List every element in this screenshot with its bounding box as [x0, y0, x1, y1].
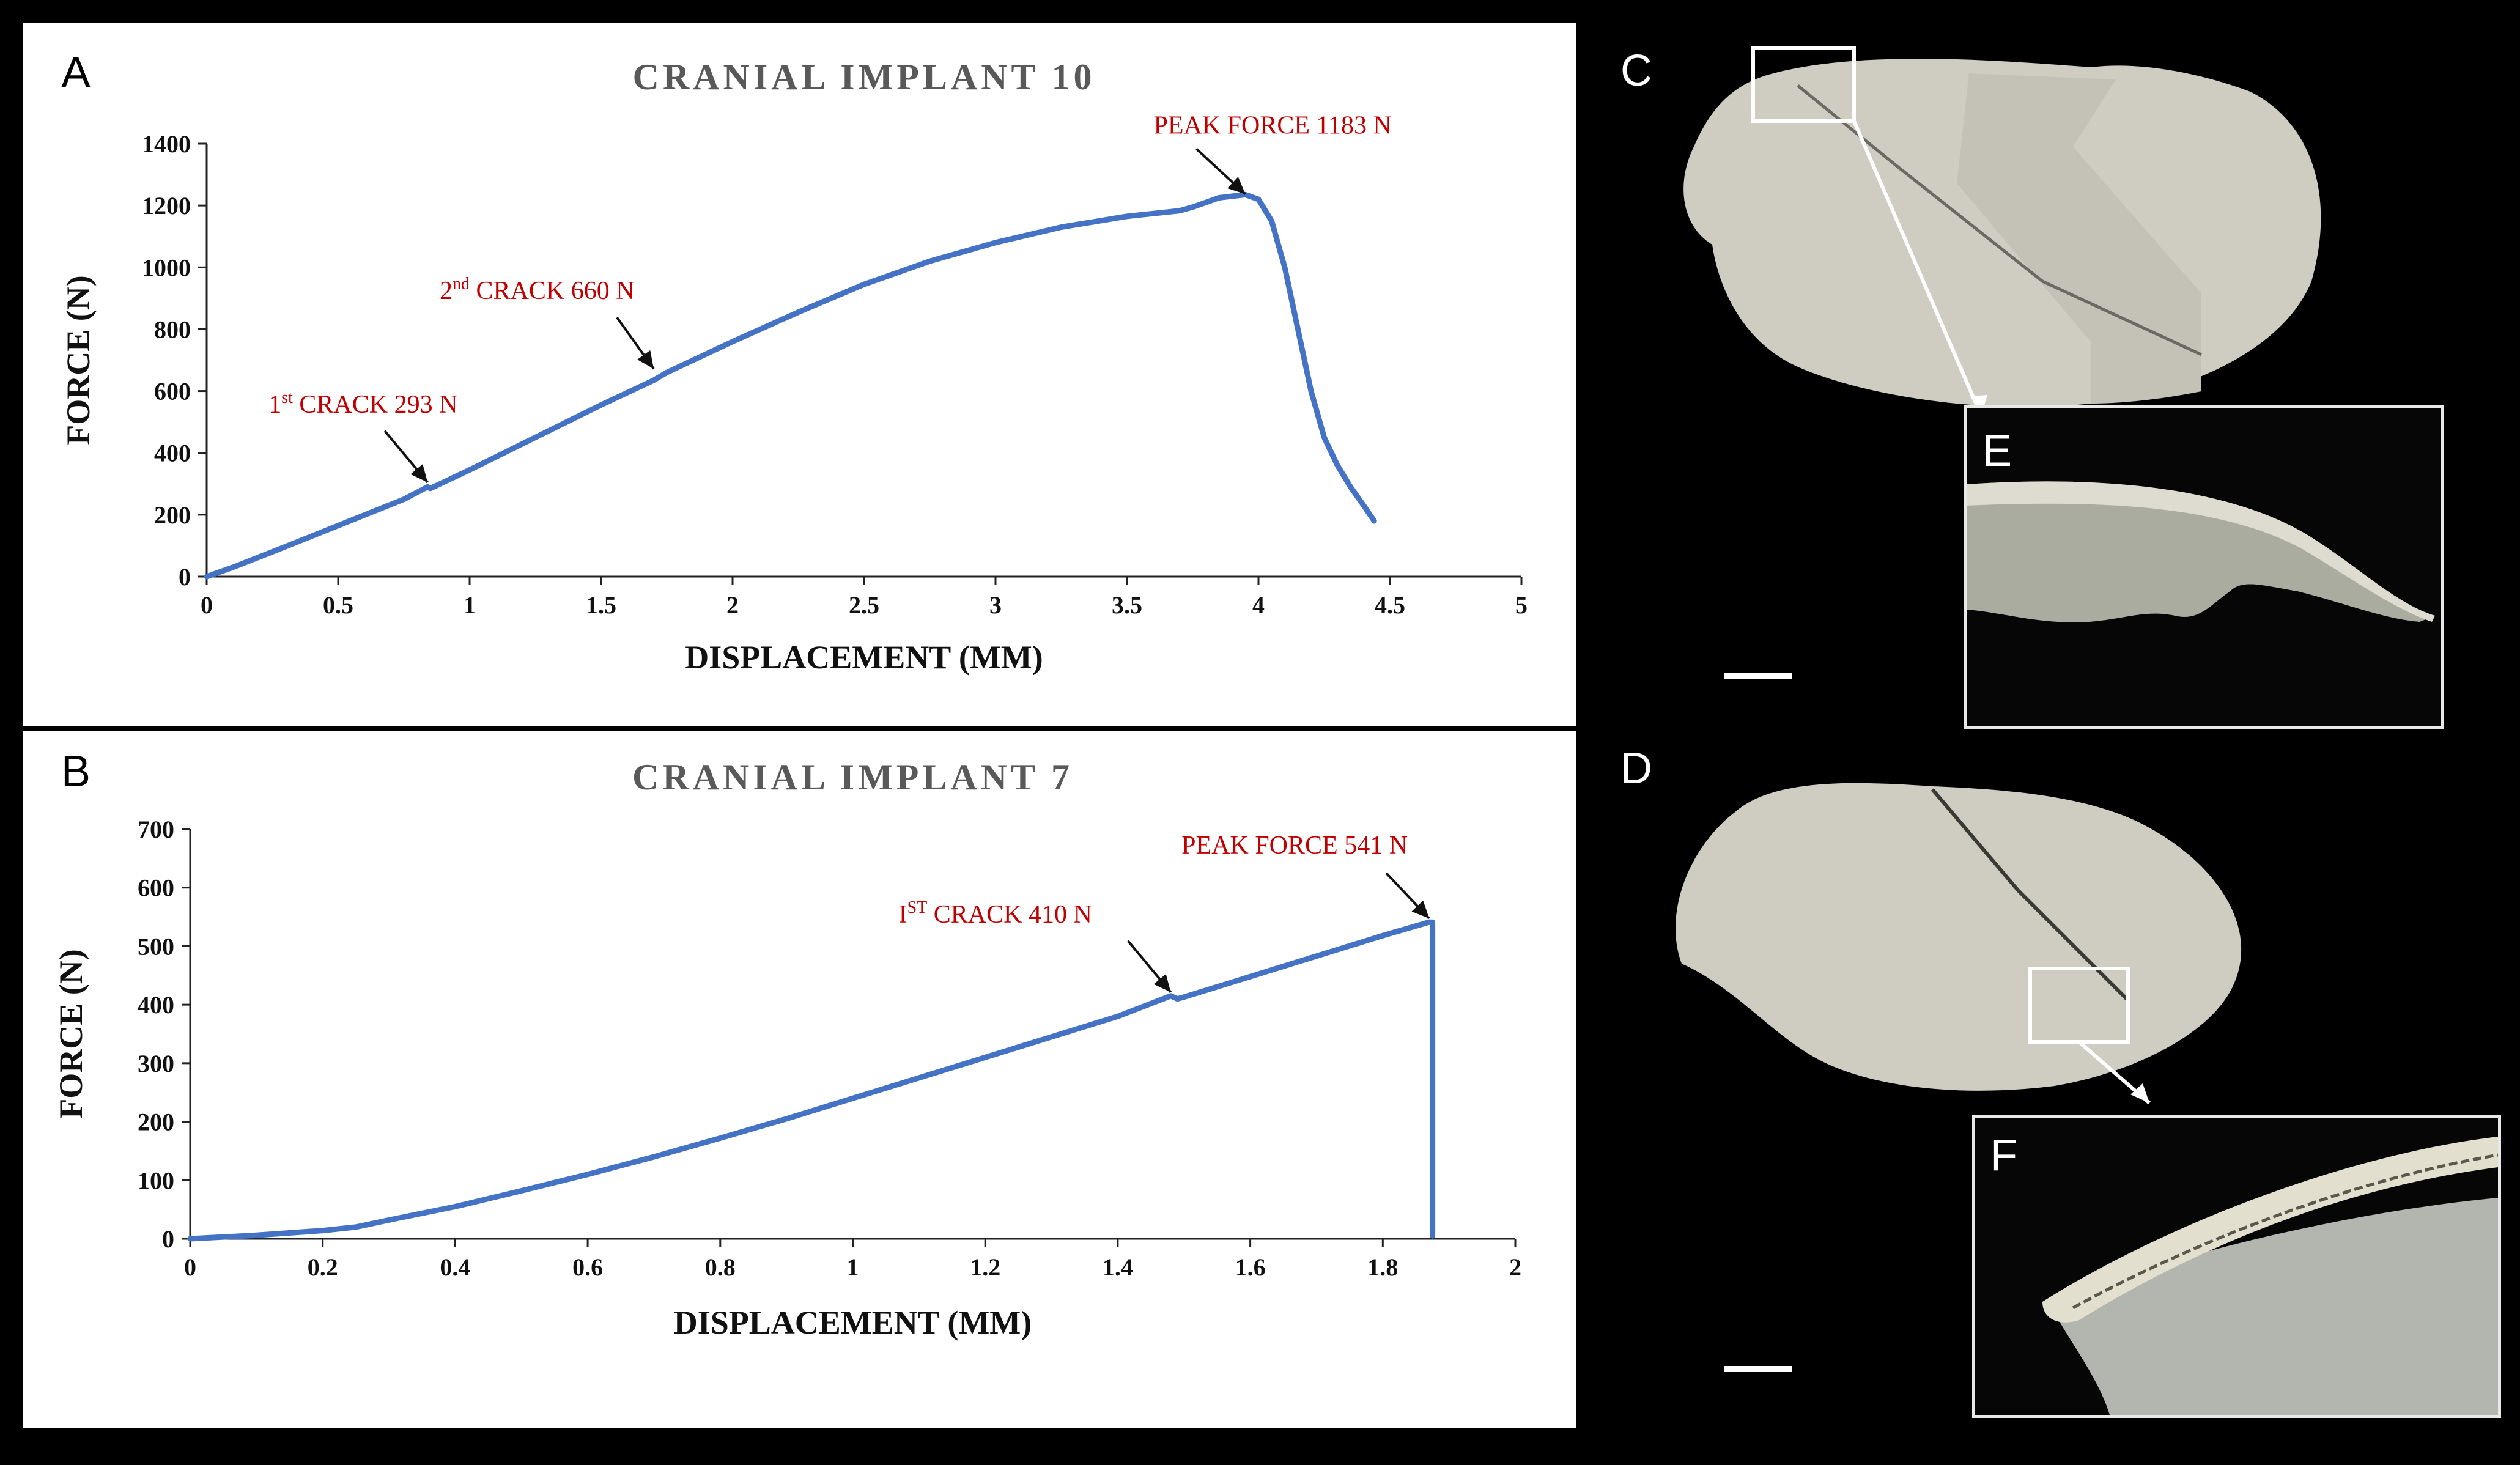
annotation-label-sup: st [281, 388, 293, 407]
layer-seam-f [2072, 1153, 2498, 1310]
x-tick-label: 2 [1509, 1253, 1521, 1281]
annotation-arrowhead [1411, 900, 1430, 919]
photo-panel-c: C E [1590, 24, 2507, 729]
chart-title: CRANIAL IMPLANT 7 [632, 757, 1073, 797]
edge-closeup-f [2042, 1137, 2498, 1415]
annotation-label: PEAK FORCE 1183 N [1154, 112, 1392, 140]
y-axis-label: FORCE (N) [60, 275, 97, 445]
inset-panel-f: F [1972, 1115, 2501, 1418]
annotation-label-main: 2 [440, 277, 453, 305]
scale-bar-d [1724, 1366, 1792, 1372]
annotation-label-main: PEAK FORCE 541 N [1181, 832, 1408, 860]
annotation-label-sup: ST [907, 898, 928, 917]
x-tick-label: 3.5 [1112, 591, 1142, 619]
x-tick-label: 2.5 [849, 591, 879, 619]
x-tick-label: 1.8 [1367, 1253, 1398, 1281]
annotation-label: IST CRACK 410 N [899, 898, 1092, 929]
y-tick-label: 100 [138, 1167, 174, 1194]
chart-b: CRANIAL IMPLANT 7 0 100 200 300 400 500 600 700 0… [53, 757, 1521, 1341]
y-tick-label: 400 [138, 991, 174, 1019]
series-line [187, 919, 1436, 1242]
x-tick-label: 1.4 [1103, 1253, 1133, 1281]
y-tick-label: 300 [138, 1050, 174, 1077]
implant-body-f [2049, 1198, 2498, 1415]
y-tick-label: 200 [138, 1109, 174, 1136]
x-tick-label: 1.6 [1235, 1253, 1266, 1281]
implant-layer-e [1967, 481, 2435, 622]
x-axis-label: DISPLACEMENT (MM) [685, 639, 1043, 676]
x-tick-label: 3 [989, 591, 1002, 619]
photo-panel-d: D F [1590, 731, 2507, 1428]
y-tick-label: 1400 [142, 130, 191, 158]
annotation-label-main: 1 [268, 391, 281, 419]
edge-closeup-e [1967, 481, 2435, 622]
implant-edge-e [1967, 481, 2435, 622]
chart-panel-b: B CRANIAL IMPLANT 7 0 100 200 300 400 500 600 70… [23, 731, 1576, 1428]
x-tick-label: 0.5 [323, 591, 353, 619]
pointer-arrowhead-d [2130, 1083, 2149, 1103]
x-tick-label: 0.8 [705, 1253, 736, 1281]
scale-bar-c [1724, 673, 1792, 679]
y-tick-label: 600 [154, 378, 191, 405]
fracture-line-c [1797, 84, 2203, 356]
annotation-label-text: CRACK 410 N [927, 901, 1092, 929]
series-line [204, 191, 1377, 580]
y-tick-label: 0 [179, 563, 191, 591]
panel-label-e: E [1982, 427, 2012, 476]
annotation-label: PEAK FORCE 541 N [1181, 832, 1408, 860]
x-tick-label: 4.5 [1375, 591, 1405, 619]
panel-label-c: C [1620, 46, 1652, 95]
fracture-line-d [1931, 788, 2130, 1002]
implant-photo-d [1676, 783, 2242, 1372]
y-tick-label: 200 [154, 501, 191, 529]
x-tick-label: 1.2 [970, 1253, 1000, 1281]
annotation-label-main: PEAK FORCE 1183 N [1154, 112, 1392, 140]
chart-panel-a: A CRANIAL IMPLANT 10 0 200 400 600 800 1000 120… [23, 23, 1576, 726]
implant-layer-f [2042, 1137, 2498, 1323]
x-axis-label: DISPLACEMENT (MM) [674, 1304, 1032, 1341]
x-tick-label: 0 [184, 1253, 196, 1281]
annotation-label-text: CRACK 660 N [470, 277, 635, 305]
annotation-label-main: I [899, 901, 907, 929]
panel-label-a: A [61, 48, 91, 97]
y-tick-label: 1000 [142, 254, 191, 281]
annotation-arrowhead [1153, 973, 1171, 992]
y-tick-label: 1200 [142, 192, 191, 220]
inset-panel-e: E [1964, 405, 2444, 729]
annotation-label: 1st CRACK 293 N [268, 388, 457, 419]
implant-photo-c [1683, 46, 2321, 679]
selection-box-c [1751, 46, 1856, 123]
panel-label-d: D [1620, 744, 1652, 793]
x-tick-label: 0.4 [440, 1253, 470, 1281]
x-tick-label: 4 [1252, 591, 1265, 619]
y-tick-label: 0 [162, 1225, 174, 1253]
chart-title: CRANIAL IMPLANT 10 [633, 57, 1096, 97]
panel-label-f: F [1990, 1131, 2017, 1180]
x-tick-label: 0 [201, 591, 213, 619]
panel-label-b: B [61, 747, 91, 796]
y-tick-label: 500 [138, 932, 174, 960]
y-tick-label: 400 [154, 440, 191, 467]
x-tick-label: 1.5 [586, 591, 616, 619]
x-tick-label: 0.2 [308, 1253, 338, 1281]
x-tick-label: 5 [1515, 591, 1528, 619]
chart-a: CRANIAL IMPLANT 10 0 200 400 600 800 1000 1200 1… [60, 57, 1528, 676]
annotation-arrowhead [1227, 176, 1246, 194]
x-tick-label: 0.6 [572, 1253, 603, 1281]
implant-shading-c [1957, 73, 2201, 404]
y-tick-label: 600 [138, 874, 174, 902]
cranial-implant-d [1676, 783, 2242, 1091]
annotation-label-sup: nd [453, 275, 470, 293]
x-tick-label: 1 [847, 1253, 859, 1281]
y-tick-label: 700 [138, 816, 174, 843]
annotation-label: 2nd CRACK 660 N [440, 275, 635, 305]
annotation-label-text: CRACK 293 N [293, 391, 458, 419]
x-tick-label: 2 [726, 591, 739, 619]
annotation-arrowhead [410, 463, 428, 482]
annotation-arrowhead [637, 350, 654, 369]
y-axis-label: FORCE (N) [53, 949, 89, 1118]
y-tick-label: 800 [154, 316, 191, 343]
x-tick-label: 1 [464, 591, 476, 619]
pointer-line-c [1852, 120, 1983, 417]
